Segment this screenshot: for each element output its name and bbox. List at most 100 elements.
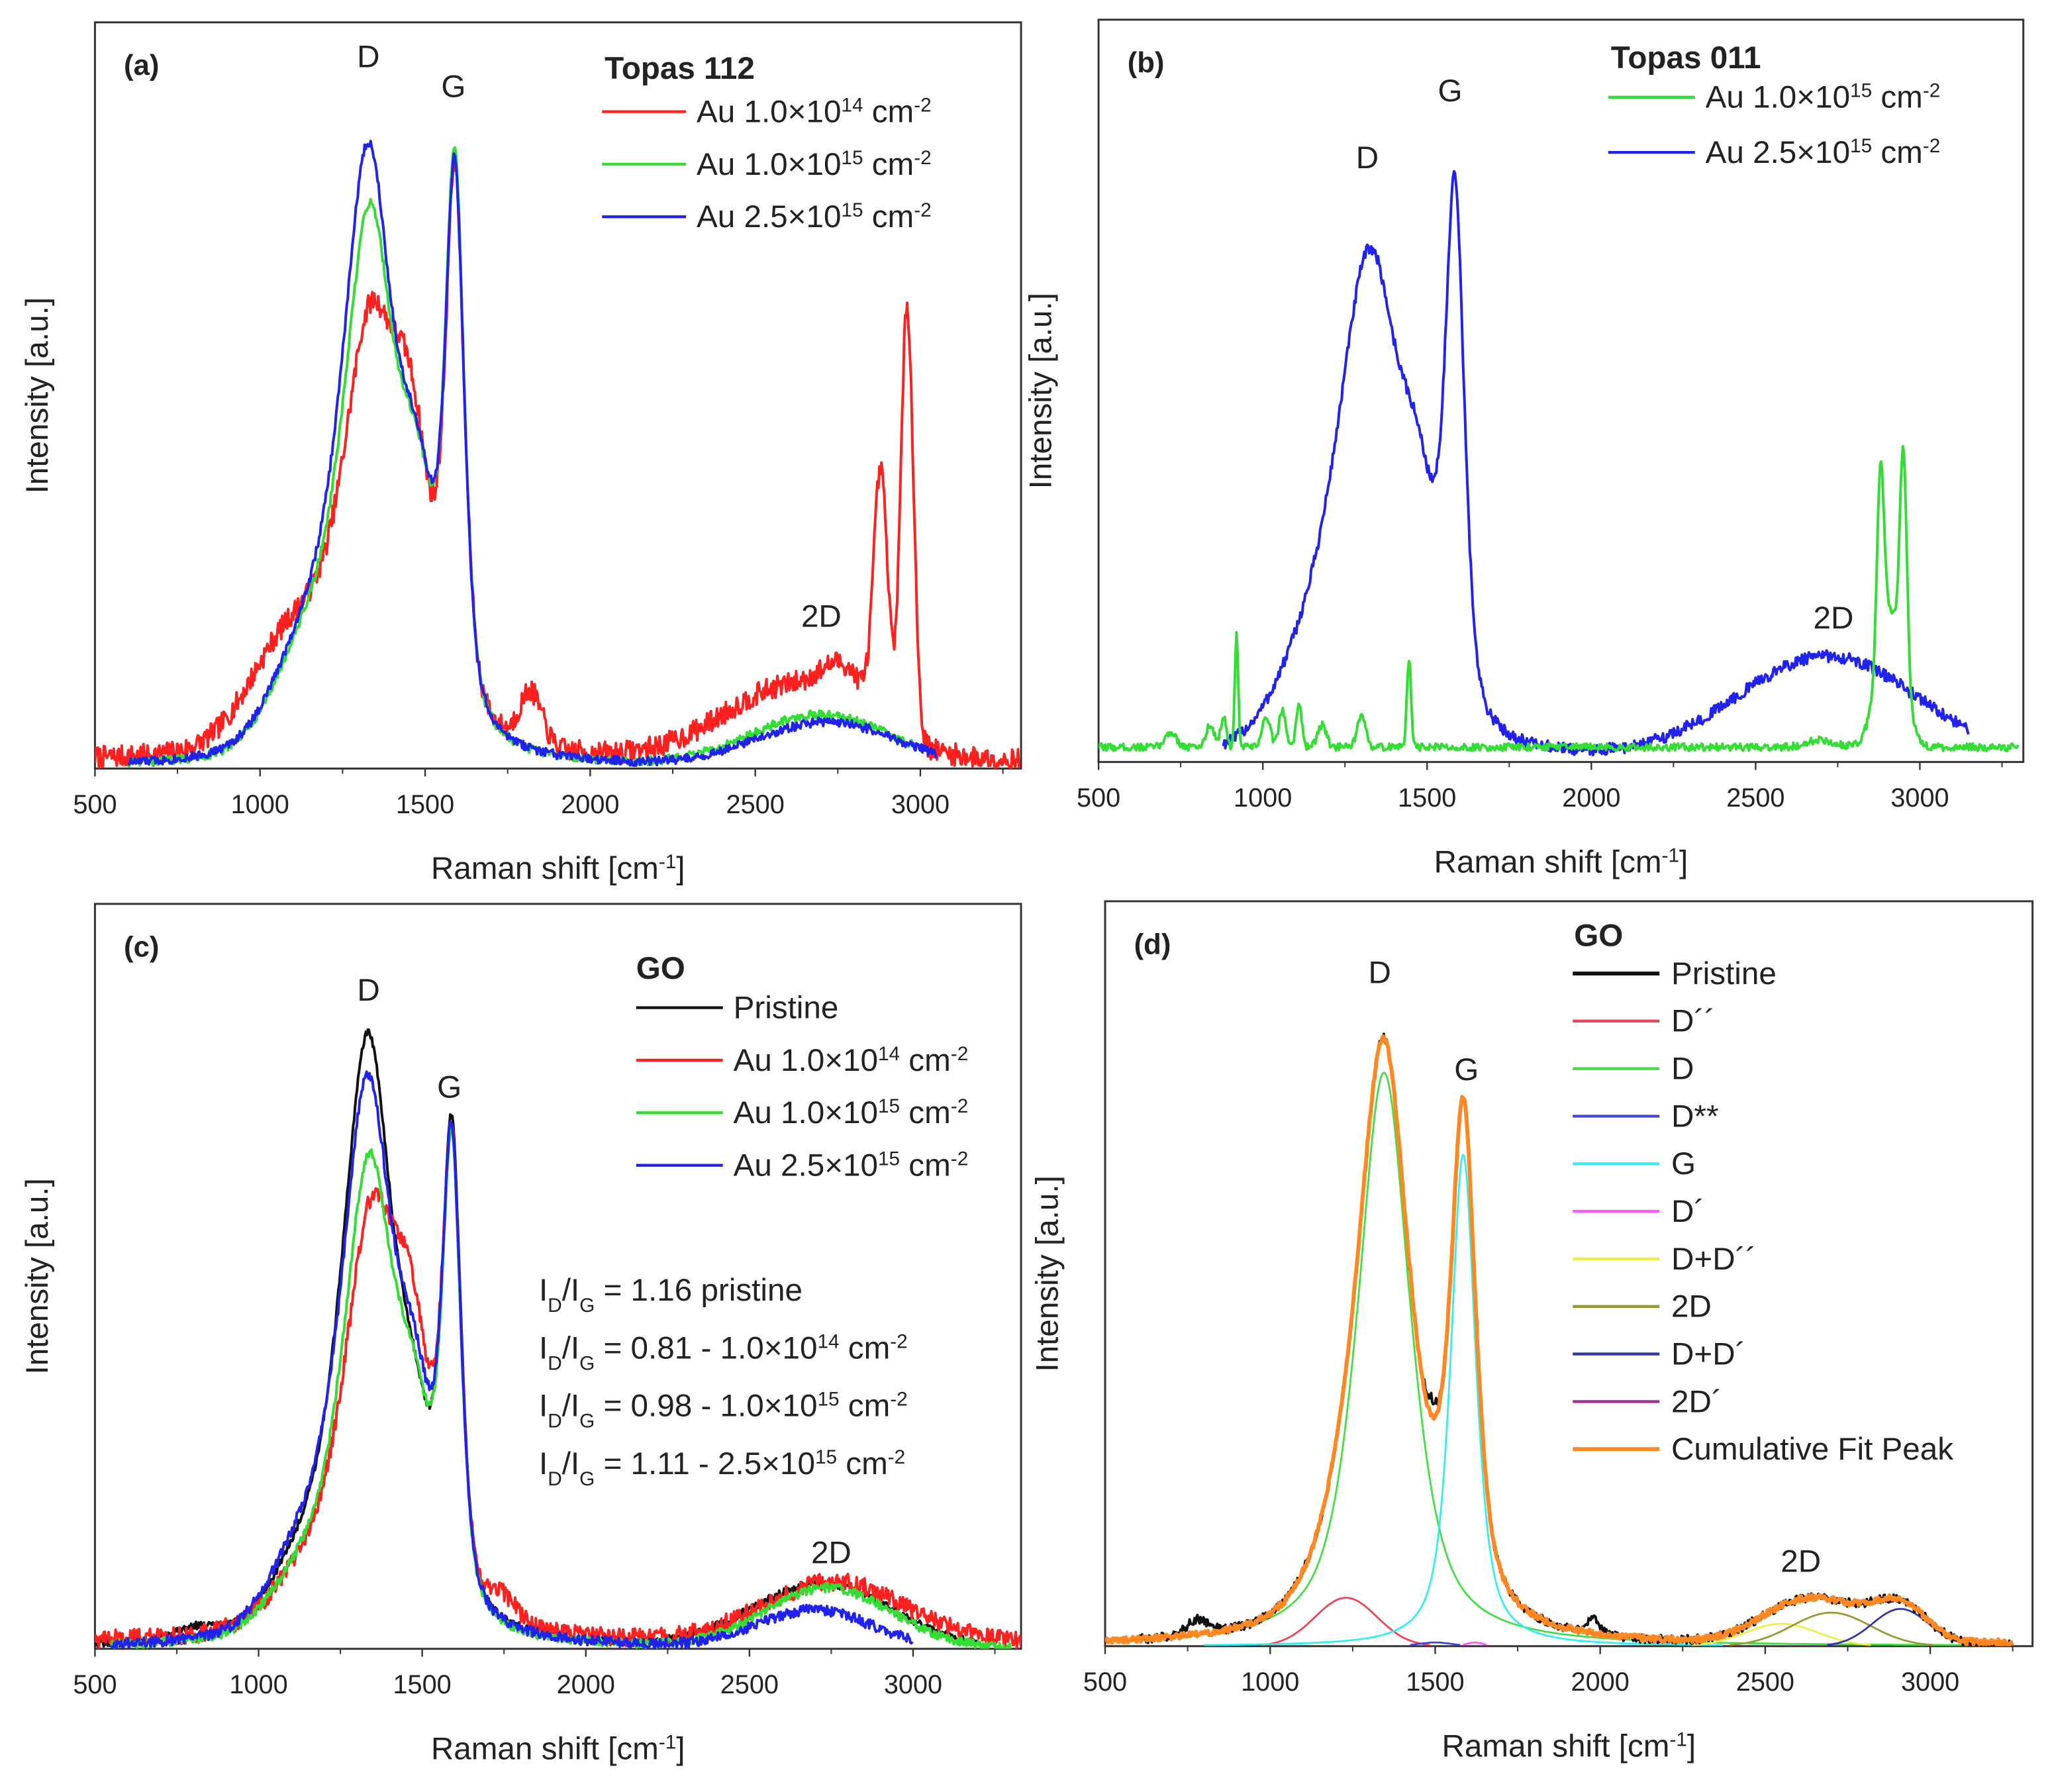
x-tick-label: 1000 bbox=[1234, 783, 1292, 813]
legend-entry[interactable]: Au 2.5×1015 cm-2 bbox=[697, 199, 932, 234]
ratio-i: I bbox=[539, 1446, 548, 1481]
panel-label: (a) bbox=[124, 49, 159, 81]
ratio-i: I bbox=[539, 1389, 548, 1424]
x-tick-label: 2000 bbox=[1571, 1668, 1630, 1697]
peak-annotation: D bbox=[1369, 956, 1391, 991]
legend-label: D+D´ bbox=[1671, 1336, 1745, 1371]
panel-a: 500 1000 1500 2000 2500 3000 Raman shift [cm-1… bbox=[20, 21, 1022, 886]
x-tick-label: 1500 bbox=[393, 1670, 452, 1699]
x-axis-title: Raman shift [cm-1] bbox=[431, 1731, 685, 1767]
x-tick-label: 1000 bbox=[229, 1670, 287, 1699]
x-tick-label: 1500 bbox=[1398, 783, 1456, 813]
ratio-unit: cm bbox=[840, 1389, 891, 1424]
peak-annotation: D bbox=[357, 973, 379, 1008]
x-axis-title-close: ] bbox=[1687, 1728, 1696, 1764]
series-line-1 bbox=[1098, 444, 2020, 752]
legend-label: Pristine bbox=[734, 991, 839, 1026]
legend-label: Cumulative Fit Peak bbox=[1671, 1432, 1953, 1467]
series-line-1 bbox=[95, 1124, 1022, 1649]
legend-label: D´´ bbox=[1671, 1004, 1715, 1039]
legend-unit-exp: -2 bbox=[951, 1148, 968, 1170]
legend-unit: cm bbox=[900, 1148, 951, 1183]
legend-unit-exp: -2 bbox=[951, 1095, 968, 1117]
legend-unit: cm bbox=[863, 95, 914, 130]
legend-entry[interactable]: D´´ bbox=[1671, 1004, 1715, 1039]
legend-entry[interactable]: Cumulative Fit Peak bbox=[1671, 1432, 1953, 1467]
x-tick-label: 2000 bbox=[557, 1670, 615, 1699]
panel-label: (d) bbox=[1134, 928, 1171, 960]
x-tick-label: 3000 bbox=[884, 1670, 942, 1699]
x-tick-label: 1500 bbox=[1406, 1668, 1464, 1697]
panel-label: (c) bbox=[124, 930, 159, 963]
peak-annotation: 2D bbox=[811, 1535, 852, 1570]
component-line-1 bbox=[1105, 1071, 1977, 1646]
ratio-i: /I bbox=[562, 1330, 579, 1366]
plot-frame bbox=[1104, 900, 2034, 1648]
ratio-sub-g: G bbox=[579, 1468, 595, 1489]
x-tick-label: 2000 bbox=[561, 790, 619, 819]
id-ig-ratio: ID/IG = 1.16 pristine bbox=[539, 1273, 803, 1317]
legend-entry[interactable]: D´ bbox=[1671, 1194, 1704, 1229]
x-axis-title-text: Raman shift [cm bbox=[1442, 1728, 1670, 1764]
ratio-sub-d: D bbox=[548, 1295, 562, 1317]
legend-entry[interactable]: Au 1.0×1014 cm-2 bbox=[697, 94, 932, 130]
component-line-6 bbox=[1730, 1611, 1933, 1646]
legend-entry[interactable]: Au 1.0×1015 cm-2 bbox=[734, 1095, 969, 1131]
panel-b: 500 1000 1500 2000 2500 3000 Raman shift [cm-1… bbox=[1024, 19, 2025, 879]
ratio-sub-g: G bbox=[579, 1295, 595, 1317]
ratio-i: /I bbox=[562, 1446, 579, 1481]
legend-entry[interactable]: Au 1.0×1014 cm-2 bbox=[734, 1042, 969, 1078]
x-axis-title-close: ] bbox=[676, 1731, 685, 1766]
ratio-i: I bbox=[539, 1273, 548, 1308]
legend-entry[interactable]: D bbox=[1671, 1052, 1694, 1087]
legend-exp: 14 bbox=[878, 1042, 900, 1064]
component-line-2 bbox=[1410, 1641, 1461, 1646]
legend-label: Au 2.5×10 bbox=[1706, 135, 1850, 170]
x-tick-label: 3000 bbox=[891, 790, 950, 819]
id-ig-ratio: ID/IG = 1.11 - 2.5×1015 cm-2 bbox=[539, 1446, 905, 1489]
legend-entry[interactable]: D+D´ bbox=[1671, 1336, 1745, 1371]
ratio-value: = 1.16 pristine bbox=[595, 1273, 803, 1308]
x-tick-label: 1000 bbox=[231, 790, 289, 819]
legend-label: Au 1.0×10 bbox=[697, 95, 841, 130]
legend-label: Au 2.5×10 bbox=[734, 1148, 878, 1183]
x-axis-title: Raman shift [cm-1] bbox=[1442, 1728, 1696, 1764]
legend-label: 2D bbox=[1671, 1289, 1712, 1324]
legend-entry[interactable]: Pristine bbox=[734, 991, 839, 1026]
legend-entry[interactable]: Au 1.0×1015 cm-2 bbox=[1706, 79, 1941, 115]
x-axis-title-exp: -1 bbox=[1662, 844, 1679, 866]
legend-entry[interactable]: G bbox=[1671, 1146, 1696, 1181]
legend-entry[interactable]: Au 2.5×1015 cm-2 bbox=[1706, 135, 1941, 171]
legend-exp: 15 bbox=[878, 1148, 900, 1170]
panel-label: (b) bbox=[1128, 46, 1165, 79]
legend-unit: cm bbox=[863, 147, 914, 182]
x-tick-label: 2500 bbox=[1736, 1668, 1794, 1697]
ratio-unit: cm bbox=[837, 1446, 888, 1481]
ratio-exp: 15 bbox=[815, 1446, 837, 1468]
legend-entry[interactable]: D+D´´ bbox=[1671, 1242, 1756, 1277]
legend-entry[interactable]: 2D bbox=[1671, 1289, 1712, 1324]
cumulative-fit-line bbox=[1105, 1034, 2014, 1646]
ratio-exp: 15 bbox=[817, 1388, 839, 1410]
x-tick-label: 2500 bbox=[726, 790, 785, 819]
legend-label: Au 1.0×10 bbox=[734, 1095, 878, 1130]
legend-entry[interactable]: 2D´ bbox=[1671, 1384, 1722, 1419]
ratio-sub-d: D bbox=[548, 1468, 562, 1489]
ratio-i: /I bbox=[562, 1389, 579, 1424]
x-axis-title-close: ] bbox=[676, 851, 685, 886]
plot-area bbox=[95, 140, 1021, 769]
legend-entry[interactable]: Pristine bbox=[1671, 956, 1777, 991]
legend-entry[interactable]: Au 1.0×1015 cm-2 bbox=[697, 146, 932, 182]
x-axis-title-exp: -1 bbox=[659, 851, 676, 873]
ratio-sub-d: D bbox=[548, 1410, 562, 1432]
x-axis-title-exp: -1 bbox=[659, 1731, 676, 1753]
ratio-sub-g: G bbox=[579, 1410, 595, 1432]
ratio-unit-exp: -2 bbox=[890, 1388, 907, 1410]
plot-frame bbox=[1097, 19, 2025, 764]
legend-entry[interactable]: Au 2.5×1015 cm-2 bbox=[734, 1148, 969, 1183]
series-line-0 bbox=[1222, 170, 1970, 757]
legend-entry[interactable]: D** bbox=[1671, 1099, 1718, 1134]
x-tick-label: 1500 bbox=[396, 790, 454, 819]
x-tick-label: 2500 bbox=[720, 1670, 779, 1699]
